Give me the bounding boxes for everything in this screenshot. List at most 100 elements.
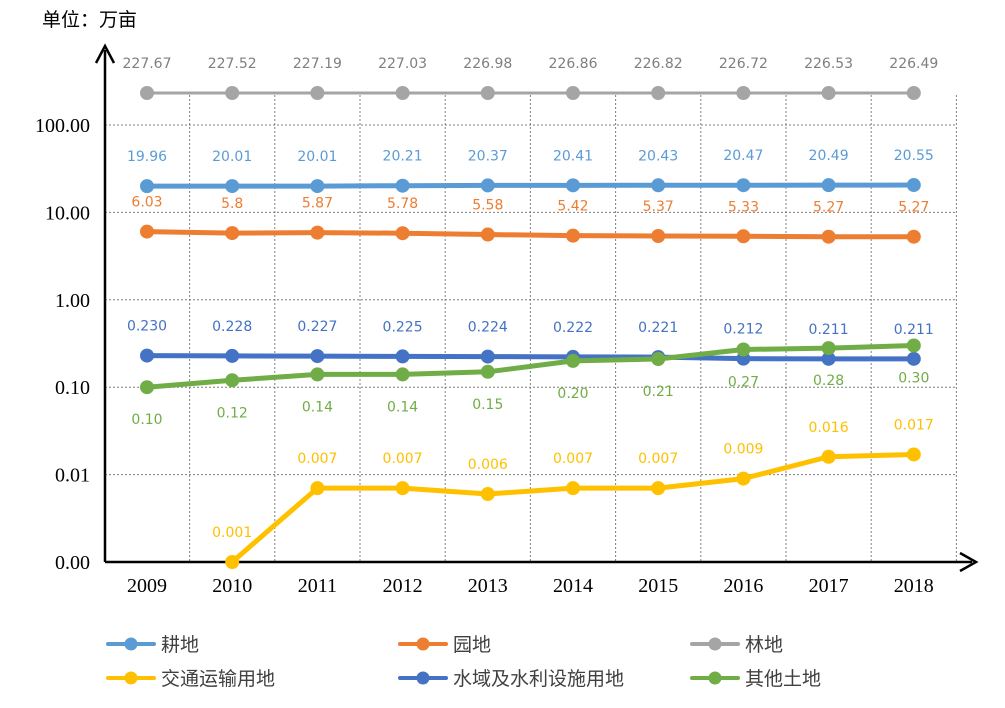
data-point-marker	[310, 179, 325, 194]
data-label: 5.8	[221, 196, 243, 212]
data-label: 0.230	[127, 319, 167, 335]
data-point-marker	[395, 86, 410, 100]
data-label: 226.86	[549, 56, 598, 72]
data-label: 0.224	[468, 320, 508, 336]
legend-item: 耕地	[106, 634, 199, 656]
unit-label: 单位：万亩	[42, 9, 137, 31]
data-point-marker	[566, 86, 580, 100]
data-label: 0.001	[212, 525, 252, 541]
data-point-marker	[310, 367, 325, 382]
legend-marker-icon	[416, 637, 430, 651]
x-tick-label: 2017	[809, 575, 849, 597]
series-line	[229, 451, 917, 565]
data-point-marker	[566, 178, 580, 193]
data-label: 0.14	[387, 399, 418, 415]
y-tick-labels: 0.00 0.01 0.10 1.00 10.00 100.00	[35, 115, 90, 574]
data-point-marker	[225, 226, 240, 241]
data-label: 20.01	[297, 149, 337, 165]
data-label: 226.82	[634, 56, 683, 72]
data-label: 20.47	[723, 148, 763, 164]
data-point-marker	[225, 373, 240, 388]
data-label: 226.98	[463, 56, 512, 72]
data-point-marker	[906, 351, 921, 366]
data-label: 226.49	[889, 56, 938, 72]
series-3	[225, 447, 921, 569]
data-point-marker	[395, 481, 410, 496]
data-point-marker	[140, 348, 154, 363]
data-point-marker	[651, 352, 666, 367]
data-point-marker	[140, 380, 154, 395]
series-2	[140, 86, 921, 100]
x-tick-label: 2012	[383, 575, 423, 597]
legend-label: 林地	[745, 634, 783, 656]
data-point-marker	[395, 226, 410, 241]
data-label: 0.009	[723, 442, 763, 458]
data-label: 227.03	[378, 56, 427, 72]
series-line	[144, 229, 917, 240]
x-axis-arrow-icon	[959, 551, 979, 573]
data-point-marker	[480, 364, 495, 379]
data-label: 0.212	[723, 322, 763, 338]
data-point-marker	[736, 229, 751, 244]
y-tick-label: 100.00	[35, 115, 90, 137]
legend-label: 交通运输用地	[161, 668, 275, 690]
data-point-marker	[310, 349, 325, 364]
data-label: 5.33	[728, 199, 759, 215]
x-tick-label: 2018	[894, 575, 934, 597]
data-label: 0.221	[638, 320, 678, 336]
data-point-marker	[906, 178, 921, 193]
data-label: 0.27	[728, 374, 759, 390]
data-point-marker	[225, 348, 240, 363]
gridlines	[105, 95, 957, 562]
data-point-marker	[821, 229, 836, 244]
data-label: 0.12	[217, 405, 248, 421]
data-label: 0.007	[383, 451, 423, 467]
data-point-marker	[566, 481, 580, 496]
legend-label: 其他土地	[745, 668, 821, 690]
data-label: 0.14	[302, 399, 333, 415]
legend-marker-icon	[708, 671, 722, 685]
series-0	[140, 178, 921, 194]
data-point-marker	[310, 225, 325, 240]
data-label: 0.20	[557, 386, 588, 402]
data-point-marker	[480, 486, 495, 501]
series-line	[144, 342, 917, 390]
data-label: 0.225	[383, 319, 423, 335]
data-label: 226.72	[719, 56, 768, 72]
data-point-marker	[906, 447, 921, 462]
data-label: 5.87	[302, 196, 333, 212]
legend-marker-icon	[416, 671, 430, 685]
data-point-marker	[225, 555, 240, 569]
data-point-marker	[310, 86, 325, 100]
legend-item: 水域及水利设施用地	[398, 668, 624, 690]
data-label: 20.41	[553, 148, 593, 164]
data-label: 0.10	[131, 412, 162, 428]
x-tick-label: 2015	[638, 575, 678, 597]
legend-item: 林地	[690, 634, 783, 656]
legend-label: 耕地	[161, 634, 199, 656]
data-point-marker	[821, 351, 836, 366]
legend-marker-icon	[708, 637, 722, 651]
data-point-marker	[566, 228, 580, 243]
data-label: 0.227	[297, 319, 337, 335]
data-point-marker	[225, 179, 240, 194]
x-tick-label: 2010	[212, 575, 252, 597]
data-label: 0.007	[553, 451, 593, 467]
data-label: 5.58	[472, 198, 503, 214]
data-point-marker	[140, 224, 154, 239]
data-label: 0.211	[809, 322, 849, 338]
y-axis-arrow-icon	[94, 43, 116, 64]
data-point-marker	[736, 178, 751, 193]
x-tick-label: 2016	[723, 575, 763, 597]
data-label: 20.43	[638, 148, 678, 164]
legend-label: 园地	[453, 634, 491, 656]
x-tick-label: 2011	[298, 575, 337, 597]
data-point-marker	[821, 449, 836, 464]
data-label: 226.53	[804, 56, 853, 72]
data-point-marker	[395, 349, 410, 364]
data-point-marker	[480, 227, 495, 242]
x-tick-labels: 2009 2010 2011 2012 2013 2014 2015 2016 2017 2018	[127, 575, 934, 597]
data-point-marker	[821, 86, 836, 100]
legend-marker-icon	[124, 671, 138, 685]
